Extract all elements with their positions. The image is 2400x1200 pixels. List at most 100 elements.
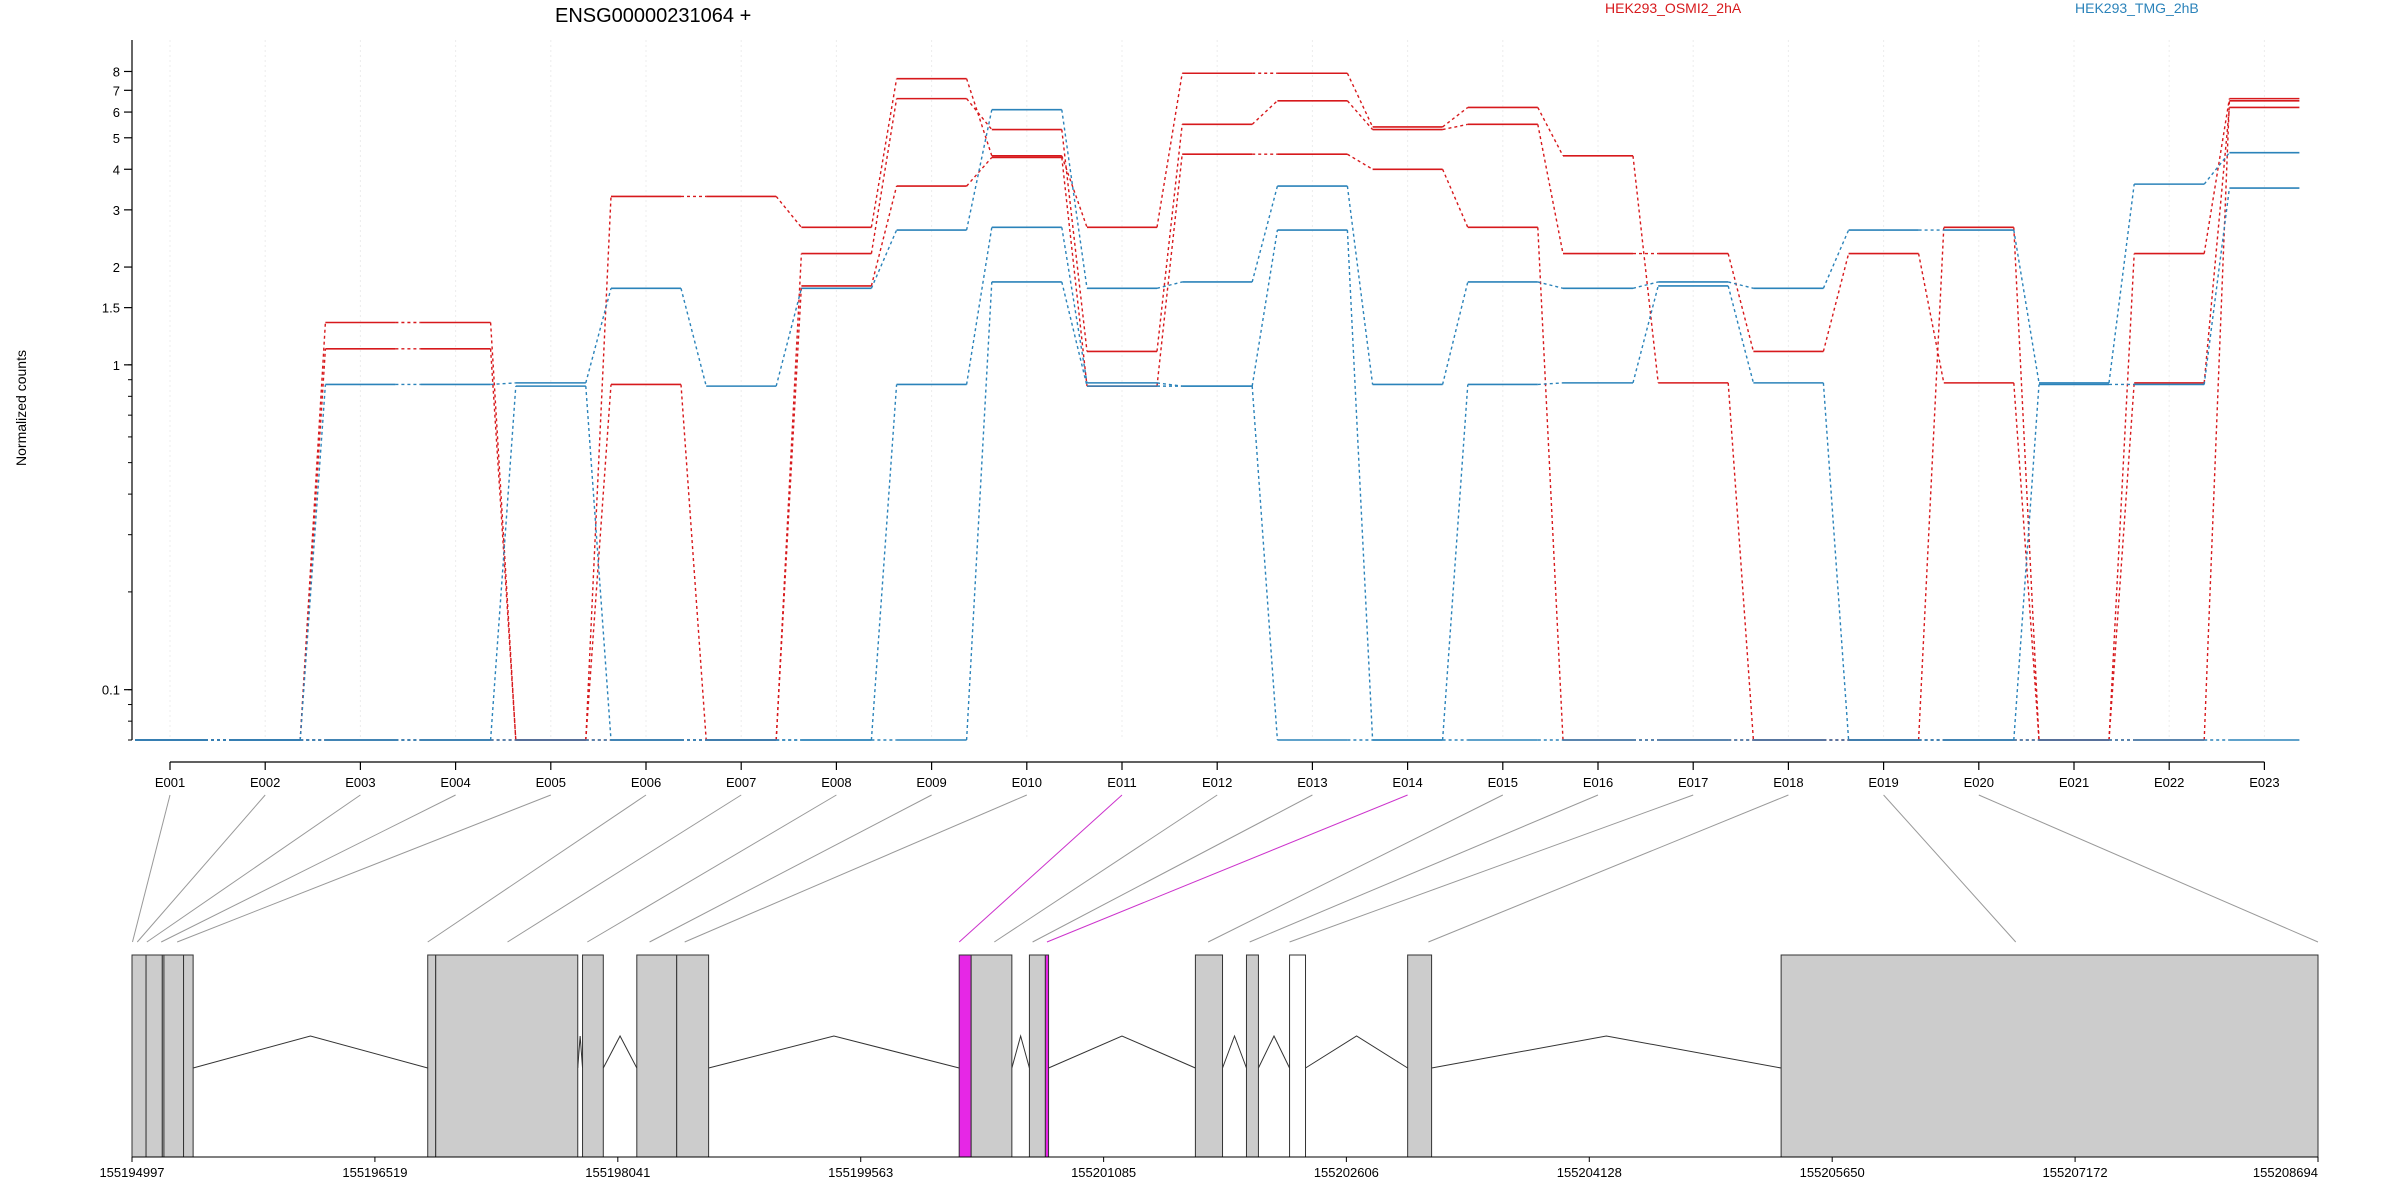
series-4-segment-10 (1156, 382, 1183, 387)
exon-block-e002 (145, 954, 163, 1158)
coordinate-label-4: 155201085 (1071, 1165, 1136, 1180)
series-0-segment-8 (965, 78, 993, 157)
x-tick-label-e002: E002 (250, 775, 280, 790)
y-tick-label-4: 3 (113, 203, 120, 218)
series-3-segment-14 (1537, 281, 1564, 290)
series-1-segment-7 (870, 98, 898, 254)
mapping-line-13 (1046, 794, 1408, 943)
mapping-line-18 (1883, 794, 2017, 943)
series-1-segment-10 (1156, 124, 1183, 352)
x-tick-label-e018: E018 (1773, 775, 1803, 790)
intron-16 (1305, 1035, 1408, 1069)
mapping-line-1 (136, 794, 266, 943)
series-2-segment-7 (870, 185, 898, 287)
series-1-segment-11 (1251, 100, 1278, 125)
mapping-line-9 (684, 794, 1027, 943)
mapping-line-19 (1978, 794, 2319, 943)
intron-15 (1257, 1034, 1291, 1069)
exon-block-e016 (1245, 954, 1259, 1158)
series-3-segment-10 (1156, 281, 1183, 290)
y-axis-label: Normalized counts (13, 350, 29, 466)
series-3-segment-5 (680, 288, 707, 387)
mapping-line-17 (1428, 794, 1789, 943)
exon-block-e019 (1780, 954, 2319, 1158)
y-tick-label-6: 5 (113, 131, 120, 146)
series-5-segment-11 (1251, 386, 1279, 741)
intron-9 (708, 1035, 960, 1069)
series-0-segment-6 (775, 195, 802, 228)
series-2-segment-14 (1537, 227, 1564, 741)
x-tick-label-e007: E007 (726, 775, 756, 790)
series-0-segment-20 (2108, 253, 2135, 741)
series-1-segment-19 (2013, 382, 2040, 741)
series-1-segment-20 (2108, 382, 2135, 741)
x-tick-label-e017: E017 (1678, 775, 1708, 790)
series-0-segment-10 (1156, 73, 1183, 228)
series-4-segment-7 (870, 384, 898, 741)
exon-block-e010 (676, 954, 710, 1158)
chart-title: ENSG00000231064 + (555, 5, 751, 27)
intron-7 (602, 1034, 638, 1069)
exon-block-e004 (163, 954, 185, 1158)
exon-block-e001 (131, 954, 147, 1158)
coordinate-label-6: 155204128 (1557, 1165, 1622, 1180)
exon-block-e013 (1028, 954, 1046, 1158)
intron-17 (1431, 1035, 1782, 1069)
mapping-line-10 (958, 794, 1123, 943)
series-1-segment-18 (1917, 253, 1945, 384)
series-4-segment-16 (1727, 285, 1755, 384)
series-0-segment-21 (2203, 98, 2231, 254)
series-4-segment-8 (965, 227, 993, 385)
series-1-segment-13 (1442, 123, 1468, 131)
y-tick-label-3: 2 (113, 260, 120, 275)
series-3-segment-7 (870, 229, 898, 289)
exon-block-e017 (1289, 954, 1307, 1158)
mapping-line-14 (1207, 794, 1504, 943)
series-1-segment-8 (966, 98, 993, 131)
series-2-segment-10 (1156, 154, 1183, 387)
series-0-segment-18 (1917, 227, 1945, 741)
series-4-segment-11 (1251, 229, 1279, 387)
series-5-segment-9 (1061, 281, 1088, 387)
axes: 0.1 1 1.5 2 3 4 5 6 7 8 E001 E002 E003 E004 E005 E006 E0… (102, 40, 2280, 790)
exon-block-e015 (1194, 954, 1224, 1158)
exon-block-e005 (183, 954, 194, 1158)
series-1 (135, 97, 2300, 741)
series-2-segment-9 (1061, 157, 1088, 387)
series-3-segment-4 (585, 288, 612, 384)
series-0-segment-7 (870, 78, 898, 228)
series-2-segment-8 (966, 156, 993, 187)
mapping-line-11 (994, 794, 1218, 943)
x-tick-label-e019: E019 (1868, 775, 1898, 790)
series-3-segment-17 (1822, 229, 1850, 289)
series-2-segment-6 (775, 285, 803, 741)
coordinate-label-0: 155194997 (99, 1165, 164, 1180)
y-tick-label-8: 7 (113, 83, 120, 98)
x-tick-label-e015: E015 (1488, 775, 1518, 790)
x-tick-label-e005: E005 (536, 775, 566, 790)
mapping-line-15 (1249, 794, 1599, 943)
series-1-segment-1 (299, 348, 327, 741)
mapping-line-2 (146, 794, 361, 943)
intron-4 (192, 1035, 428, 1069)
legend-item-0: HEK293_OSMI2_2hA (1605, 0, 1742, 16)
mapping-line-0 (131, 794, 171, 943)
y-tick-label-9: 8 (113, 64, 120, 79)
series-5 (135, 281, 2300, 741)
x-tick-label-e013: E013 (1297, 775, 1327, 790)
series-3-segment-9 (1061, 109, 1088, 289)
exon-block-e007 (435, 954, 579, 1158)
x-tick-label-e014: E014 (1392, 775, 1422, 790)
series-0-segment-14 (1537, 107, 1564, 157)
series-1-segment-17 (1822, 253, 1850, 352)
series-0-segment-1 (299, 322, 327, 741)
y-tick-label-5: 4 (113, 162, 120, 177)
series-2-segment-21 (2203, 100, 2231, 741)
x-tick-label-e003: E003 (345, 775, 375, 790)
series-0-segment-16 (1727, 382, 1755, 741)
series-4-segment-17 (1822, 382, 1850, 741)
x-tick-label-e009: E009 (916, 775, 946, 790)
coordinate-label-9: 155208694 (2253, 1165, 2318, 1180)
x-tick-label-e020: E020 (1964, 775, 1994, 790)
